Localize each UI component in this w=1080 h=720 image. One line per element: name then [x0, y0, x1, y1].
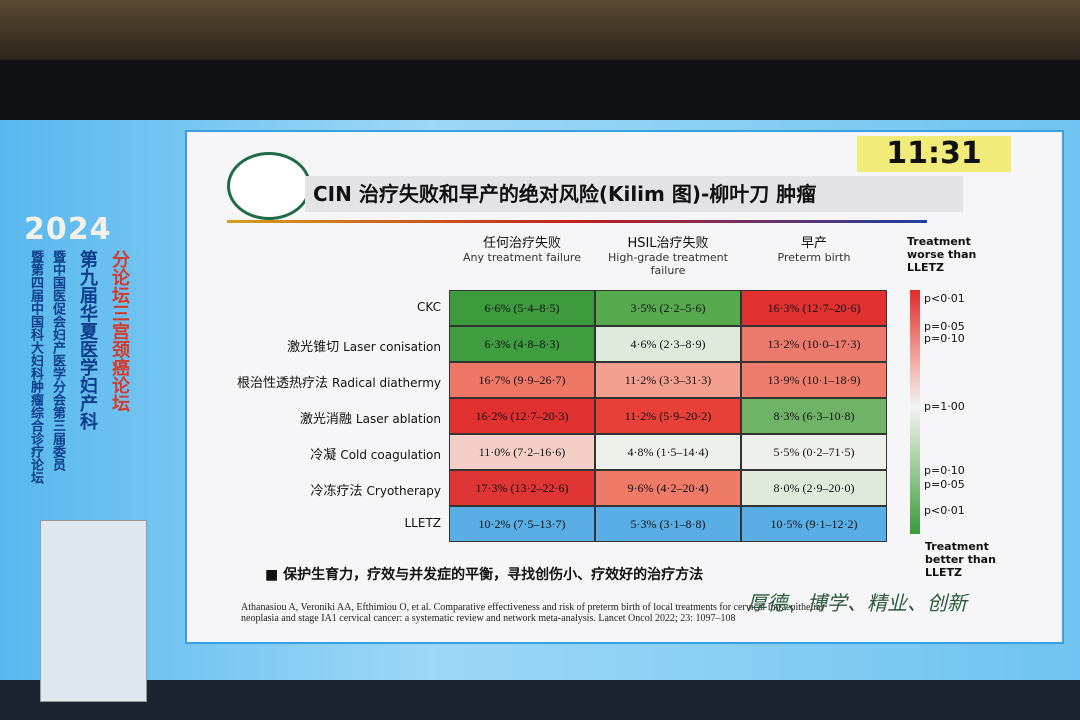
- column-en: Any treatment failure: [463, 251, 581, 264]
- slide-title: CIN 治疗失败和早产的绝对风险(Kilim 图)-柳叶刀 肿瘤: [305, 176, 963, 212]
- row-zh: 根治性透热疗法: [236, 376, 328, 391]
- table-cell: 11·2% (5·9–20·2): [595, 398, 741, 434]
- legend-bar: [910, 290, 920, 534]
- column-zh: HSIL治疗失败: [627, 236, 709, 251]
- table-cell: 16·2% (12·7–20·3): [449, 398, 595, 434]
- legend-tick: p=1·00: [924, 400, 965, 413]
- legend-tick: p<0·01: [924, 504, 965, 517]
- column-en: Preterm birth: [777, 251, 851, 264]
- legend-tick: p=0·10: [924, 332, 965, 345]
- table-cell: 8·0% (2·9–20·0): [741, 470, 887, 506]
- row-zh: 冷凝: [310, 448, 337, 463]
- banner-year: 2024: [24, 212, 112, 247]
- legend-bottom: Treatment better than LLETZ: [925, 540, 996, 579]
- row-label: 激光锥切 Laser conisation: [287, 336, 441, 355]
- podium: [40, 520, 147, 702]
- column-zh: 早产: [800, 236, 827, 251]
- table-cell: 8·3% (6·3–10·8): [741, 398, 887, 434]
- banner-line: 暨中国医促会妇产医学分会第三届委员: [50, 250, 65, 471]
- bullet: ■ 保护生育力，疗效与并发症的平衡，寻找创伤小、疗效好的治疗方法: [265, 567, 704, 583]
- table-cell: 16·7% (9·9–26·7): [449, 362, 595, 398]
- table-cell: 6·3% (4·8–8·3): [449, 326, 595, 362]
- row-label: 根治性透热疗法 Radical diathermy: [237, 372, 441, 391]
- legend-tick: p=0·05: [924, 478, 965, 491]
- row-en: CKC: [417, 300, 441, 314]
- bullet-text: 保护生育力，疗效与并发症的平衡，寻找创伤小、疗效好的治疗方法: [283, 567, 704, 583]
- banner-line: 分论坛三宫颈癌论坛: [109, 250, 130, 412]
- row-en: Radical diathermy: [332, 376, 441, 390]
- row-zh: 激光锥切: [287, 340, 340, 355]
- stage: [0, 680, 1080, 720]
- banner-line: 第九届华夏医学妇产科: [77, 250, 98, 430]
- column-zh: 任何治疗失败: [482, 236, 561, 251]
- row-en: Cryotherapy: [366, 484, 441, 498]
- row-en: Laser conisation: [343, 340, 441, 354]
- motto: 厚德、博学、精业、创新: [747, 591, 967, 615]
- logo: [227, 152, 311, 220]
- clock: 11:31: [857, 136, 1011, 172]
- row-en: Laser ablation: [355, 412, 441, 426]
- legend-top: Treatment worse than LLETZ: [907, 235, 977, 274]
- row-en: LLETZ: [404, 516, 441, 530]
- row-zh: 冷冻疗法: [310, 484, 363, 499]
- table-cell: 10·5% (9·1–12·2): [741, 506, 887, 542]
- table-cell: 17·3% (13·2–22·6): [449, 470, 595, 506]
- banner-line: 暨第四届中国科大妇科肿瘤综合诊疗论坛: [28, 250, 43, 484]
- table-cell: 4·8% (1·5–14·4): [595, 434, 741, 470]
- row-zh: 激光消融: [299, 412, 352, 427]
- table-cell: 10·2% (7·5–13·7): [449, 506, 595, 542]
- truss: [0, 60, 1080, 122]
- citation: Athanasiou A, Veroniki AA, Efthimiou O, …: [241, 602, 824, 624]
- slide: 11:31 CIN 治疗失败和早产的绝对风险(Kilim 图)-柳叶刀 肿瘤 任…: [185, 130, 1064, 644]
- table-cell: 6·6% (5·4–8·5): [449, 290, 595, 326]
- column-en: High-grade treatment failure: [608, 251, 728, 277]
- row-label: CKC: [417, 300, 441, 314]
- row-label: LLETZ: [404, 516, 441, 530]
- column-header: 任何治疗失败 Any treatment failure: [449, 232, 595, 264]
- table-cell: 9·6% (4·2–20·4): [595, 470, 741, 506]
- ceiling: [0, 0, 1080, 60]
- column-header: HSIL治疗失败 High-grade treatment failure: [595, 232, 741, 277]
- legend-tick: p=0·10: [924, 464, 965, 477]
- table-cell: 5·3% (3·1–8·8): [595, 506, 741, 542]
- table-cell: 11·0% (7·2–16·6): [449, 434, 595, 470]
- table-cell: 4·6% (2·3–8·9): [595, 326, 741, 362]
- table-cell: 5·5% (0·2–71·5): [741, 434, 887, 470]
- row-label: 冷凝 Cold coagulation: [310, 444, 441, 463]
- legend-tick: p<0·01: [924, 292, 965, 305]
- table-cell: 13·2% (10·0–17·3): [741, 326, 887, 362]
- table-cell: 3·5% (2·2–5·6): [595, 290, 741, 326]
- legend-tick: p=0·05: [924, 320, 965, 333]
- table-cell: 16·3% (12·7–20·6): [741, 290, 887, 326]
- table-cell: 11·2% (3·3–31·3): [595, 362, 741, 398]
- row-en: Cold coagulation: [340, 448, 441, 462]
- table-cell: 13·9% (10·1–18·9): [741, 362, 887, 398]
- column-header: 早产 Preterm birth: [741, 232, 887, 264]
- row-label: 激光消融 Laser ablation: [300, 408, 441, 427]
- row-label: 冷冻疗法 Cryotherapy: [311, 480, 441, 499]
- title-rule: [227, 220, 927, 223]
